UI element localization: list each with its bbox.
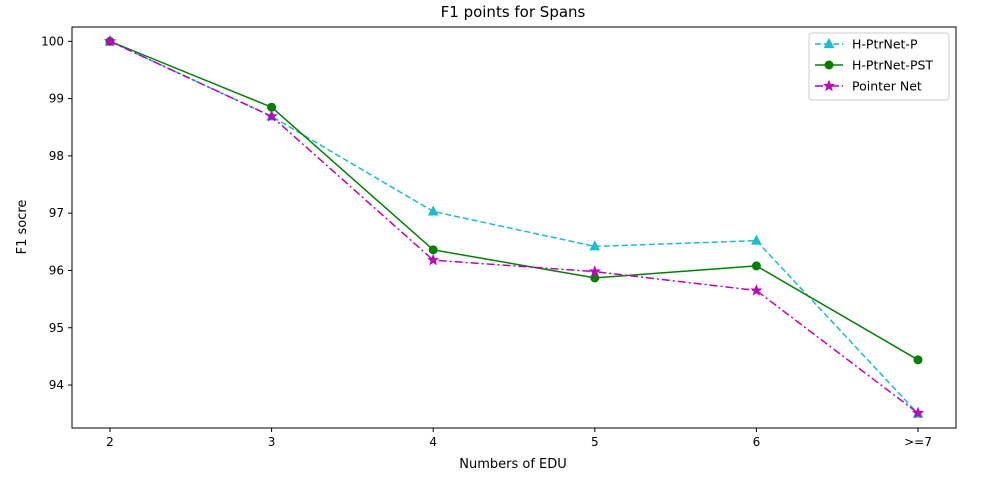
y-tick-label: 99 [49,92,64,106]
data-point [913,355,923,365]
data-point [588,265,601,277]
data-point [750,284,763,296]
data-point [427,205,439,216]
y-tick-label: 98 [49,149,64,163]
y-tick-label: 100 [41,34,64,48]
data-point [427,253,440,266]
data-point [589,240,601,251]
legend-label: H-PtrNet-P [852,37,918,52]
data-point [911,406,925,419]
x-tick-label: >=7 [904,435,932,449]
legend-marker [824,60,834,70]
legend-label: H-PtrNet-PST [852,58,933,73]
data-point [751,234,762,245]
series-line [109,40,919,414]
x-tick-label: 6 [753,435,761,449]
plot-marks [103,34,925,419]
x-tick-label: 5 [591,435,599,449]
series-h-ptrnet-p [104,35,924,418]
data-point [751,261,761,271]
y-tick-label: 96 [49,263,64,277]
y-axis: 94 95 96 97 98 99 100 [41,34,72,392]
series-h-ptrnet-pst [105,36,923,365]
legend-label: Pointer Net [852,79,922,94]
legend-box [808,32,950,101]
plot-frame [71,26,957,429]
series-pointer-net [103,34,925,419]
data-point [103,34,117,47]
x-tick-label: 2 [106,435,114,449]
x-axis: 2 3 4 5 6 >=7 [106,428,932,449]
data-point [265,109,278,122]
series-line [109,40,919,361]
legend-marker [823,37,835,48]
x-tick-label: 3 [268,435,276,449]
legend-marker [822,79,836,92]
y-tick-label: 95 [49,321,64,335]
legend: H-PtrNet-P H-PtrNet-PST Pointer Net [808,32,950,101]
chart-title: F1 points for Spans [441,3,586,21]
y-axis-title: F1 socre [15,200,30,255]
x-tick-label: 4 [429,435,437,449]
y-tick-label: 94 [49,378,64,392]
data-point [428,245,438,255]
y-tick-label: 97 [49,206,64,220]
x-axis-title: Numbers of EDU [459,457,567,472]
